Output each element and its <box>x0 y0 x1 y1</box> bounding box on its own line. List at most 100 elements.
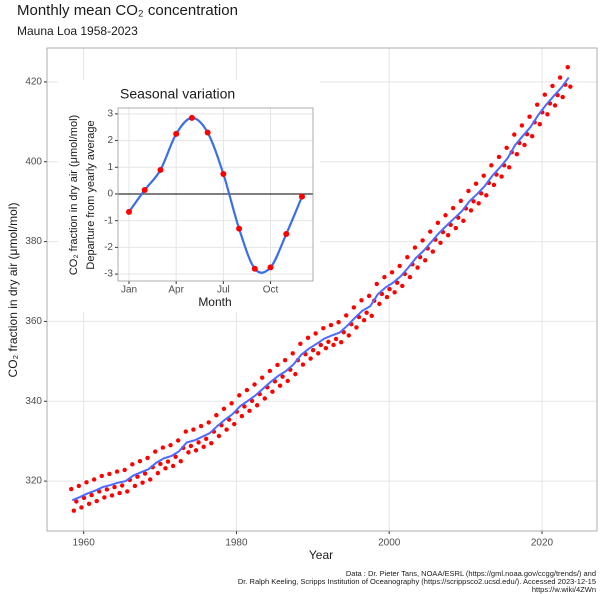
data-point <box>298 341 303 346</box>
data-point <box>300 362 306 367</box>
caption: https://w.wiki/4ZWn <box>532 585 596 594</box>
data-point <box>236 225 243 232</box>
data-point <box>168 442 173 448</box>
data-point <box>193 448 199 453</box>
data-point <box>468 208 474 213</box>
data-point <box>94 498 99 504</box>
data-point <box>203 436 209 441</box>
data-point <box>283 231 290 238</box>
data-point <box>542 92 548 97</box>
data-point <box>552 103 558 108</box>
data-point <box>126 208 133 215</box>
inset-panel: Seasonal variation Month CO₂ fraction in… <box>58 80 320 312</box>
data-point <box>507 165 512 170</box>
data-point <box>79 505 84 510</box>
data-point <box>280 374 285 379</box>
y-tick-label: 320 <box>25 476 42 487</box>
y-tick-label: 3 <box>107 109 113 120</box>
data-point <box>359 298 364 303</box>
data-point <box>458 198 463 204</box>
data-point <box>430 249 436 254</box>
data-point <box>313 331 318 336</box>
data-point <box>160 445 166 450</box>
data-point <box>484 193 489 198</box>
y-tick-label: 340 <box>25 396 42 407</box>
data-point <box>387 286 392 292</box>
chart-title: Monthly mean CO₂ concentration <box>17 2 238 19</box>
data-point <box>69 486 74 492</box>
data-point <box>305 335 311 340</box>
data-point <box>196 440 201 445</box>
x-tick-label: Jul <box>217 285 230 296</box>
data-point <box>331 342 336 348</box>
data-point <box>141 186 148 193</box>
y-tick-label: 1 <box>107 162 113 173</box>
data-point <box>220 170 227 177</box>
data-point <box>560 94 565 100</box>
data-point <box>407 274 413 280</box>
data-point <box>384 294 390 300</box>
data-point <box>461 218 466 224</box>
data-point <box>188 443 194 449</box>
data-point <box>237 393 242 398</box>
y-axis-label: CO₂ fraction in dry air (μmol/mol) <box>6 203 20 378</box>
data-point <box>336 320 341 325</box>
data-point <box>504 145 509 150</box>
data-point <box>206 420 211 425</box>
data-point <box>420 238 425 243</box>
data-point <box>157 166 164 173</box>
data-point <box>232 421 237 427</box>
data-point <box>290 351 295 356</box>
data-point <box>568 84 573 89</box>
data-point <box>122 467 127 473</box>
data-point <box>550 83 555 89</box>
data-point <box>252 382 257 387</box>
data-point <box>321 326 326 331</box>
y-tick-label: 0 <box>107 189 113 200</box>
data-point <box>224 427 229 432</box>
data-point <box>117 490 122 496</box>
inset-y-label: Departure from yearly average <box>85 120 97 269</box>
data-point <box>267 368 273 374</box>
data-point <box>74 499 79 504</box>
data-point <box>140 480 145 485</box>
data-point <box>366 293 372 299</box>
data-point <box>221 406 227 412</box>
data-point <box>565 64 570 70</box>
data-point <box>522 142 527 148</box>
data-point <box>158 461 163 467</box>
x-tick-label: 1960 <box>73 538 96 549</box>
data-point <box>242 404 247 409</box>
x-axis-label: Year <box>309 548 333 562</box>
data-point <box>333 336 339 342</box>
y-tick-label: 400 <box>25 156 42 167</box>
data-point <box>209 440 214 446</box>
data-point <box>285 378 290 384</box>
data-point <box>428 229 433 234</box>
data-point <box>354 325 359 330</box>
data-point <box>382 274 387 280</box>
data-point <box>415 265 420 270</box>
plot-border <box>46 47 598 532</box>
x-tick-label: 2000 <box>378 538 401 549</box>
data-point <box>145 455 150 461</box>
data-point <box>216 433 222 439</box>
data-point <box>537 122 542 127</box>
data-point <box>229 401 234 406</box>
data-point <box>76 483 82 489</box>
data-point <box>374 281 379 287</box>
y-tick-label: -1 <box>104 215 113 226</box>
data-point <box>244 387 250 393</box>
data-point <box>81 495 87 501</box>
data-point <box>438 240 443 245</box>
data-point <box>466 188 471 194</box>
data-point <box>153 449 158 454</box>
data-point <box>86 501 92 507</box>
data-point <box>369 313 374 319</box>
data-point <box>445 233 451 238</box>
data-point <box>135 474 140 479</box>
chart-subtitle: Mauna Loa 1958-2023 <box>17 24 138 38</box>
x-tick-label: 1980 <box>225 538 248 549</box>
inset-x-label: Month <box>198 295 231 309</box>
data-point <box>519 123 525 128</box>
